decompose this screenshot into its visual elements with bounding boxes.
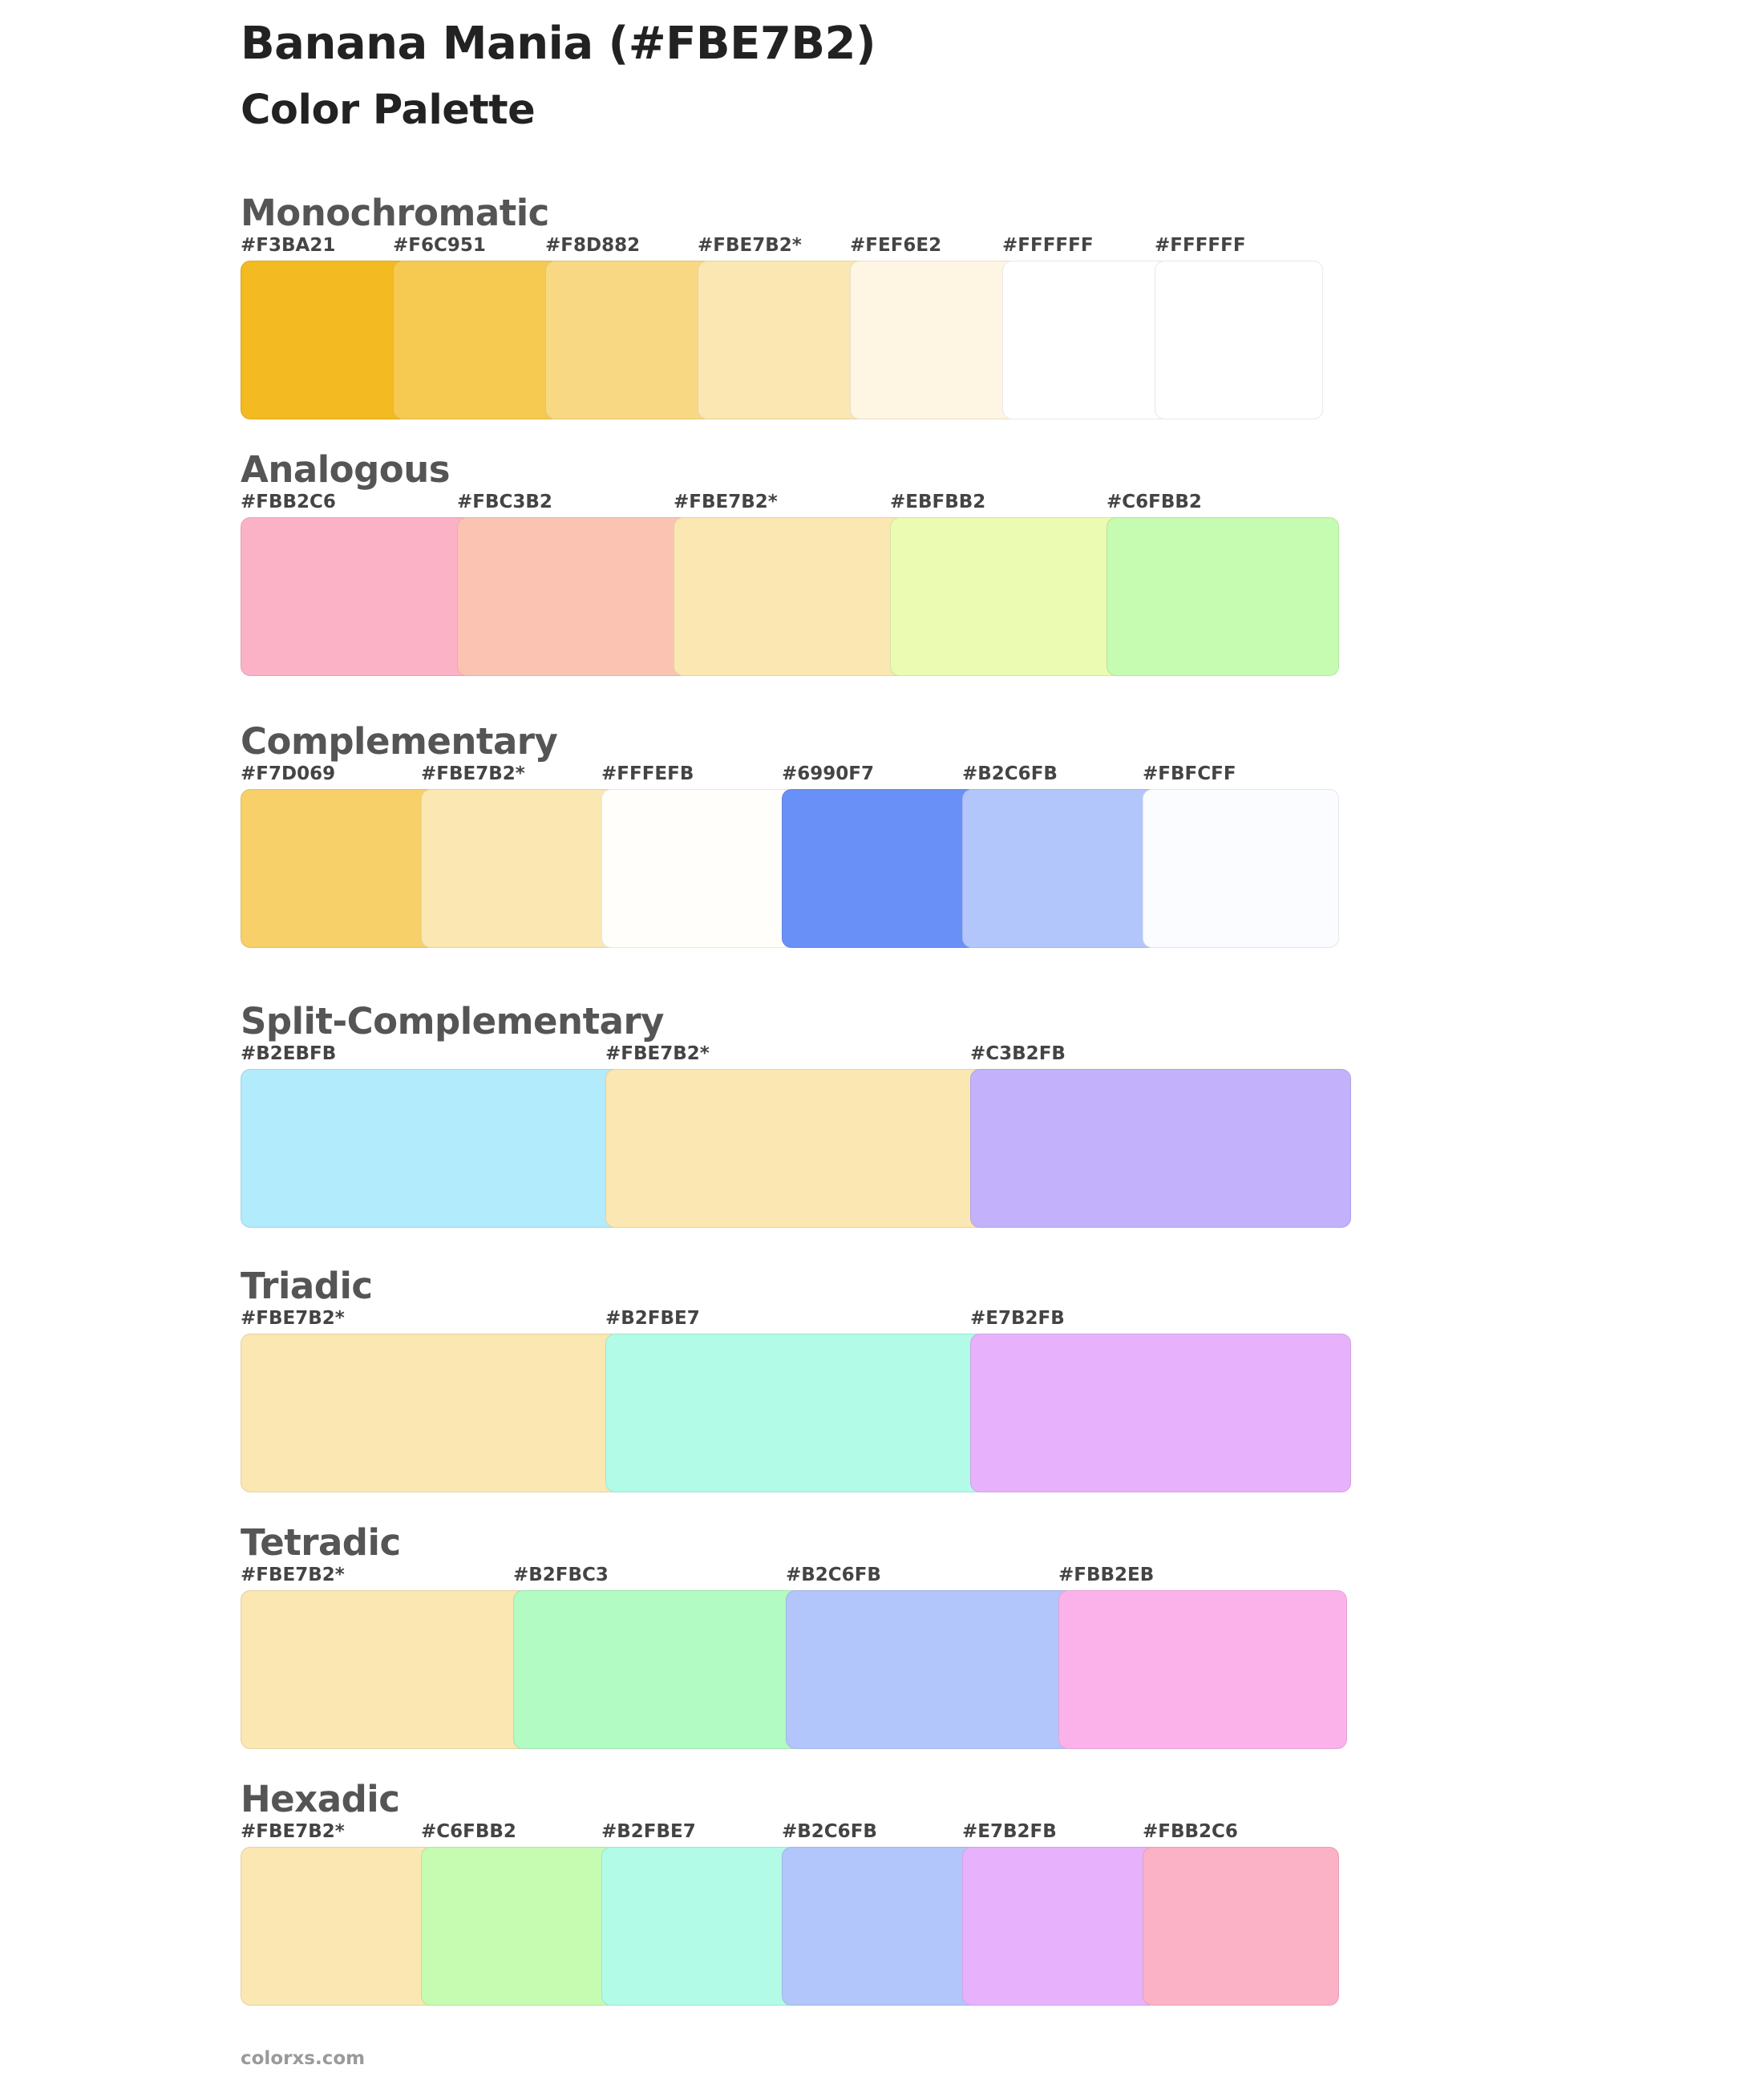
swatch-color-chip[interactable] (241, 517, 473, 676)
section-title: Monochromatic (241, 192, 549, 234)
swatch-hex-label: #B2C6FB (782, 1821, 877, 1842)
swatch-color-chip[interactable] (1143, 789, 1339, 948)
page-subtitle: Color Palette (241, 87, 536, 134)
swatch-color-chip[interactable] (601, 1847, 798, 2006)
section-title: Split-Complementary (241, 1000, 665, 1042)
swatch-hex-label: #FBE7B2* (241, 1308, 345, 1329)
swatch-color-chip[interactable] (545, 261, 714, 419)
swatch-color-chip[interactable] (962, 789, 1159, 948)
swatch-color-chip[interactable] (1155, 261, 1323, 419)
swatch-color-chip[interactable] (1002, 261, 1171, 419)
swatch-color-chip[interactable] (421, 789, 617, 948)
section-analogous: Analogous #FBB2C6 #FBC3B2 #FBE7B2* #EBFBB2 #… (241, 448, 1339, 679)
swatch-hex-label: #E7B2FB (970, 1308, 1065, 1329)
swatch-hex-label: #FBE7B2* (605, 1043, 710, 1064)
section-split-complementary: Split-Complementary #B2EBFB #FBE7B2* #C3B2… (241, 1000, 1351, 1231)
swatch-color-chip[interactable] (393, 261, 561, 419)
swatch-hex-label: #FFFEFB (601, 763, 694, 784)
swatch-hex-label: #FBE7B2* (698, 235, 802, 256)
swatch-hex-label: #C6FBB2 (1107, 492, 1202, 512)
section-title: Analogous (241, 448, 451, 491)
section-hexadic: Hexadic #FBE7B2* #C6FBB2 #B2FBE7 #B2C6FB #E7… (241, 1778, 1339, 2009)
swatch-hex-label: #B2FBE7 (605, 1308, 700, 1329)
swatch-hex-label: #FFFFFF (1155, 235, 1246, 256)
section-title: Tetradic (241, 1521, 401, 1564)
swatch-row: #FBE7B2* #B2FBE7 #E7B2FB (241, 1308, 1351, 1496)
section-complementary: Complementary #F7D069 #FBE7B2* #FFFEFB #699… (241, 720, 1339, 951)
page-title: Banana Mania (#FBE7B2) (241, 18, 876, 70)
section-monochromatic: Monochromatic #F3BA21 #F6C951 #F8D882 #FBE7… (241, 192, 1323, 423)
swatch-row: #FBB2C6 #FBC3B2 #FBE7B2* #EBFBB2 #C6FBB2 (241, 492, 1339, 679)
swatch-row: #B2EBFB #FBE7B2* #C3B2FB (241, 1043, 1351, 1231)
swatch-hex-label: #FBB2C6 (1143, 1821, 1238, 1842)
swatch-hex-label: #FBE7B2* (241, 1565, 345, 1585)
swatch-hex-label: #6990F7 (782, 763, 874, 784)
section-triadic: Triadic #FBE7B2* #B2FBE7 #E7B2FB (241, 1265, 1351, 1496)
swatch-color-chip[interactable] (241, 261, 409, 419)
swatch-color-chip[interactable] (962, 1847, 1159, 2006)
swatch-hex-label: #B2C6FB (962, 763, 1058, 784)
swatch-hex-label: #B2EBFB (241, 1043, 337, 1064)
swatch-color-chip[interactable] (457, 517, 690, 676)
swatch-hex-label: #FBE7B2* (241, 1821, 345, 1842)
footer-site-name: colorxs.com (241, 2048, 366, 2069)
swatch-color-chip[interactable] (782, 1847, 978, 2006)
swatch-hex-label: #FFFFFF (1002, 235, 1094, 256)
swatch-hex-label: #FEF6E2 (850, 235, 942, 256)
swatch-hex-label: #FBB2EB (1058, 1565, 1155, 1585)
swatch-color-chip[interactable] (241, 789, 437, 948)
swatch-hex-label: #C3B2FB (970, 1043, 1066, 1064)
swatch-row: #F3BA21 #F6C951 #F8D882 #FBE7B2* #FEF6E2 #FFF… (241, 235, 1323, 423)
swatch-color-chip[interactable] (241, 1069, 621, 1228)
section-title: Triadic (241, 1265, 373, 1307)
swatch-hex-label: #B2C6FB (786, 1565, 881, 1585)
swatch-color-chip[interactable] (698, 261, 866, 419)
swatch-hex-label: #B2FBC3 (513, 1565, 609, 1585)
swatch-color-chip[interactable] (970, 1069, 1351, 1228)
swatch-row: #FBE7B2* #B2FBC3 #B2C6FB #FBB2EB (241, 1565, 1347, 1752)
swatch-hex-label: #F3BA21 (241, 235, 336, 256)
swatch-color-chip[interactable] (850, 261, 1018, 419)
swatch-color-chip[interactable] (1143, 1847, 1339, 2006)
swatch-color-chip[interactable] (674, 517, 906, 676)
swatch-hex-label: #F7D069 (241, 763, 336, 784)
section-tetradic: Tetradic #FBE7B2* #B2FBC3 #B2C6FB #FBB2EB (241, 1521, 1347, 1752)
swatch-color-chip[interactable] (605, 1334, 986, 1492)
swatch-hex-label: #E7B2FB (962, 1821, 1057, 1842)
swatch-hex-label: #F8D882 (545, 235, 641, 256)
swatch-color-chip[interactable] (605, 1069, 986, 1228)
swatch-color-chip[interactable] (786, 1590, 1074, 1749)
swatch-color-chip[interactable] (241, 1334, 621, 1492)
swatch-color-chip[interactable] (1058, 1590, 1347, 1749)
swatch-color-chip[interactable] (890, 517, 1123, 676)
swatch-hex-label: #FBC3B2 (457, 492, 552, 512)
section-title: Hexadic (241, 1778, 400, 1820)
swatch-hex-label: #B2FBE7 (601, 1821, 696, 1842)
swatch-color-chip[interactable] (970, 1334, 1351, 1492)
swatch-hex-label: #FBE7B2* (421, 763, 525, 784)
swatch-hex-label: #F6C951 (393, 235, 486, 256)
swatch-row: #FBE7B2* #C6FBB2 #B2FBE7 #B2C6FB #E7B2FB #FBB… (241, 1821, 1339, 2009)
swatch-color-chip[interactable] (1107, 517, 1339, 676)
swatch-color-chip[interactable] (782, 789, 978, 948)
swatch-hex-label: #C6FBB2 (421, 1821, 516, 1842)
swatch-color-chip[interactable] (601, 789, 798, 948)
swatch-color-chip[interactable] (421, 1847, 617, 2006)
swatch-row: #F7D069 #FBE7B2* #FFFEFB #6990F7 #B2C6FB #FBF… (241, 763, 1339, 951)
swatch-hex-label: #FBB2C6 (241, 492, 336, 512)
swatch-hex-label: #FBE7B2* (674, 492, 778, 512)
swatch-hex-label: #FBFCFF (1143, 763, 1236, 784)
section-title: Complementary (241, 720, 558, 763)
swatch-color-chip[interactable] (241, 1847, 437, 2006)
swatch-color-chip[interactable] (513, 1590, 802, 1749)
swatch-color-chip[interactable] (241, 1590, 529, 1749)
swatch-hex-label: #EBFBB2 (890, 492, 986, 512)
